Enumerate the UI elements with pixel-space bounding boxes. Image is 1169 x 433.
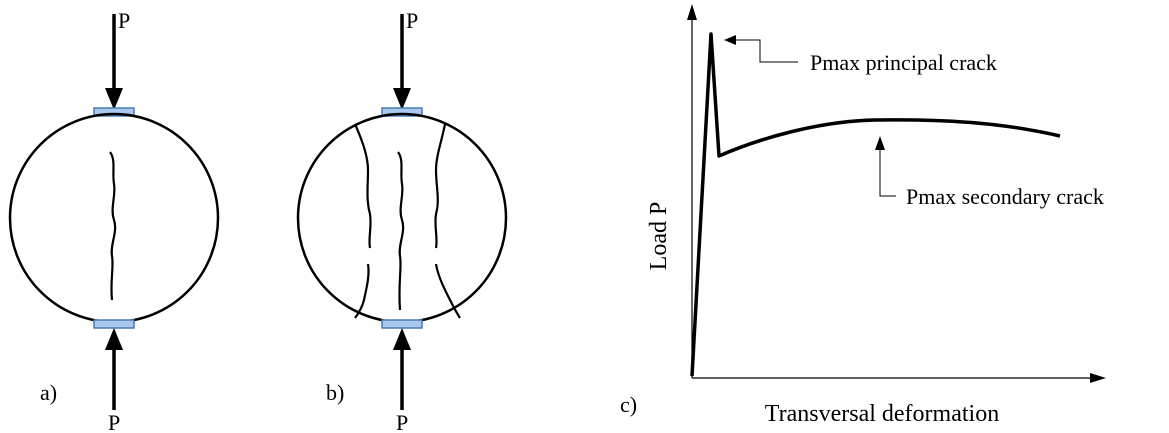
load-label-bottom: P <box>396 410 408 433</box>
secondary-crack-left-lower <box>354 263 370 319</box>
load-arrow-bottom <box>393 328 411 410</box>
panel-label-a: a) <box>40 380 57 405</box>
panel-label-c: c) <box>620 392 637 417</box>
principal-crack <box>109 151 117 301</box>
platen-bottom <box>93 319 135 329</box>
secondary-crack-left <box>353 123 372 249</box>
x-axis <box>692 373 1106 383</box>
load-label-top: P <box>118 8 130 33</box>
load-arrow-top <box>393 14 411 110</box>
platen-top <box>93 107 135 117</box>
load-curve <box>690 32 1061 377</box>
secondary-crack-callout <box>875 136 896 197</box>
panel-label-b: b) <box>326 380 344 405</box>
secondary-crack-right-lower <box>434 263 461 319</box>
load-arrow-bottom <box>105 328 123 410</box>
load-label-top: P <box>406 8 418 33</box>
platen-top <box>381 107 423 117</box>
secondary-crack-right <box>434 123 447 249</box>
load-arrow-top <box>105 14 123 110</box>
y-axis <box>687 4 697 378</box>
annotation-secondary-crack: Pmax secondary crack <box>906 184 1104 209</box>
panel-c: Load P Transversal deformation Pmax prin… <box>620 4 1106 427</box>
panel-a: P P a) <box>8 8 220 433</box>
y-axis-label: Load P <box>646 202 672 271</box>
load-label-bottom: P <box>108 410 120 433</box>
annotation-principal-crack: Pmax principal crack <box>810 50 997 75</box>
x-axis-label: Transversal deformation <box>765 401 999 427</box>
principal-crack-callout <box>724 35 798 63</box>
platen-bottom <box>381 319 423 329</box>
panel-b: P P b) <box>296 8 508 433</box>
principal-crack <box>397 151 405 311</box>
